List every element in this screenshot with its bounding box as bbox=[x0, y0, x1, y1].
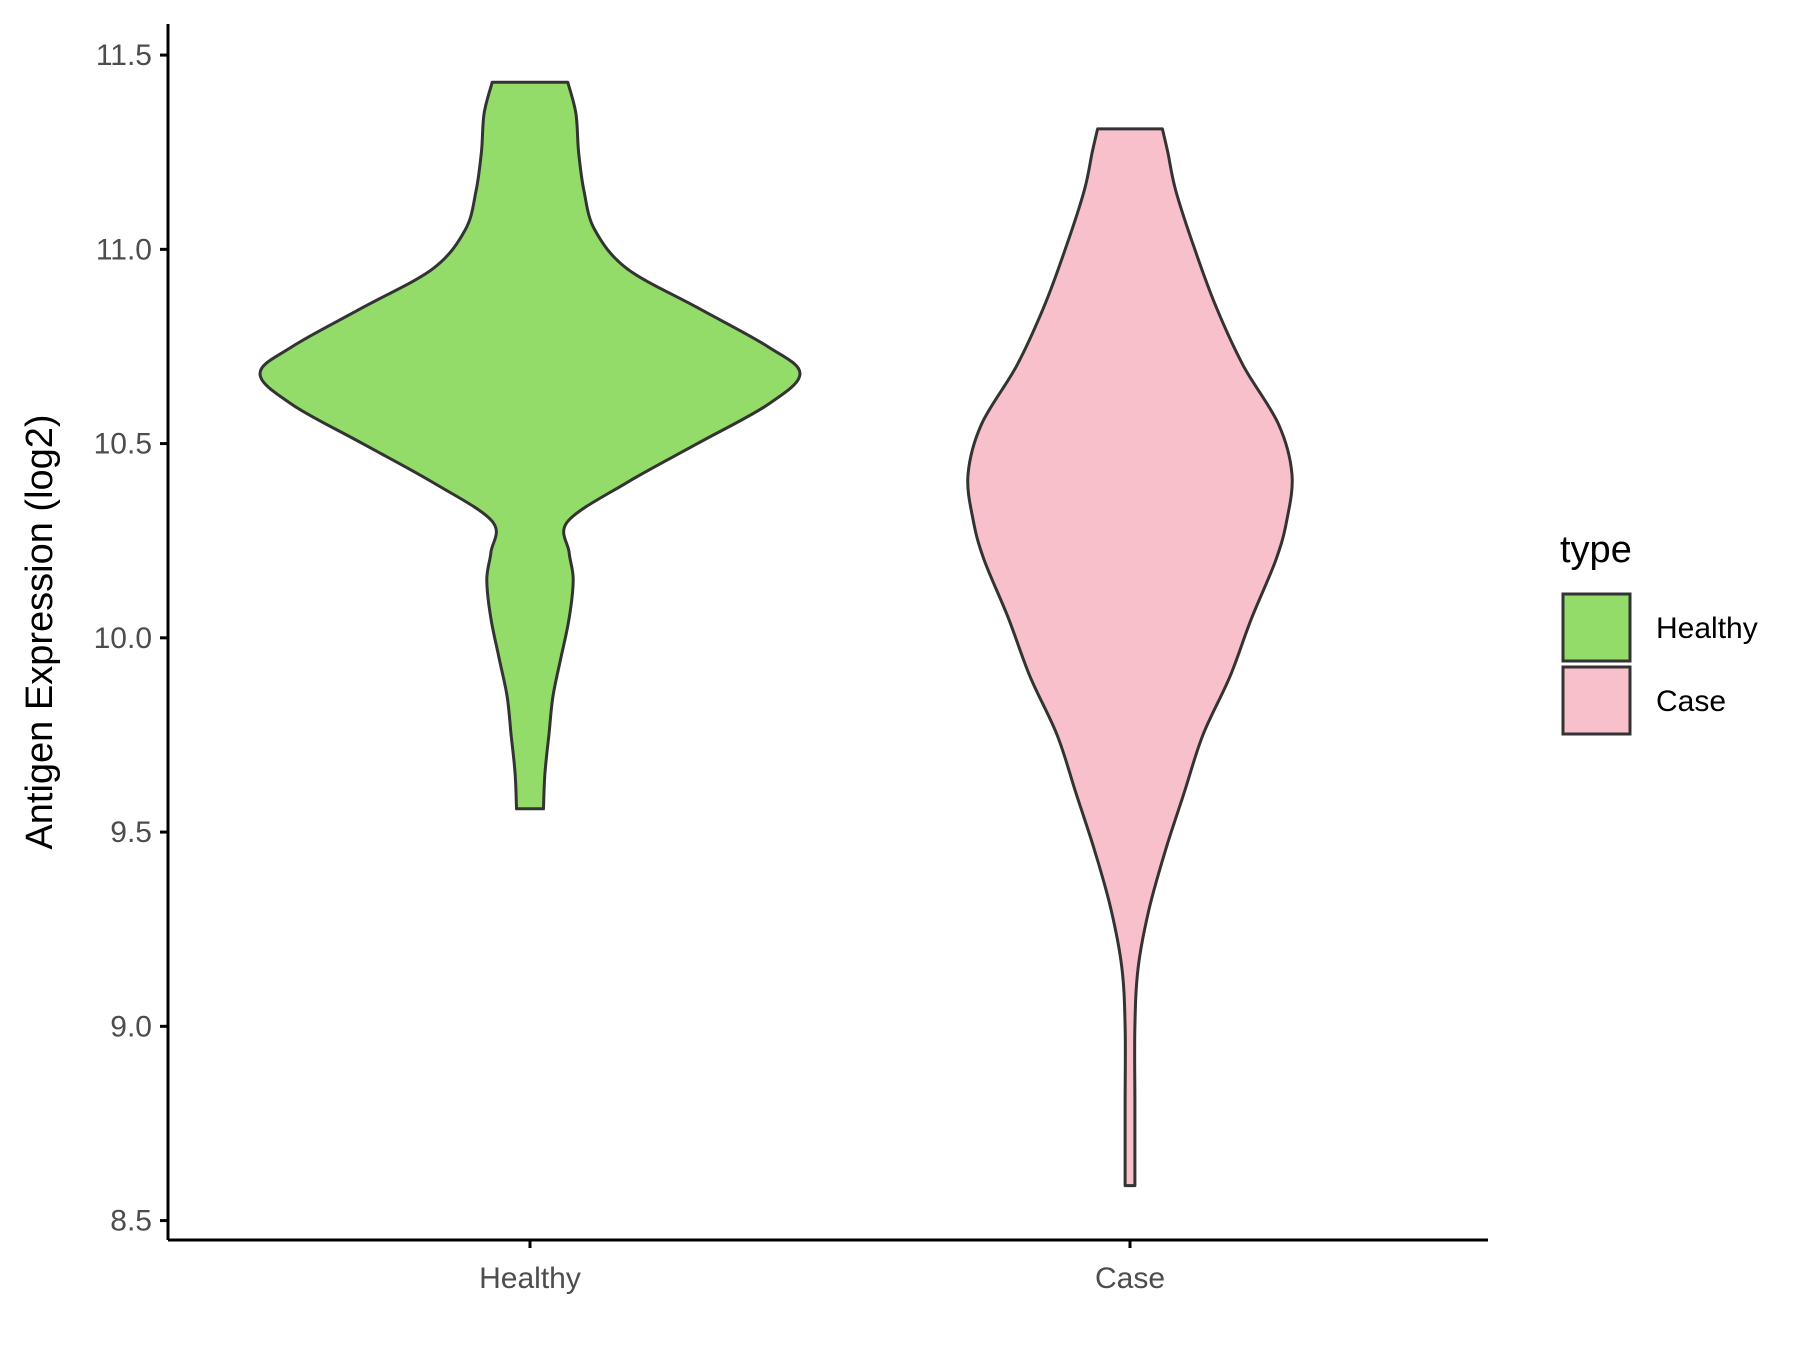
y-tick-label: 10.0 bbox=[94, 622, 152, 655]
x-tick-label: Healthy bbox=[479, 1262, 581, 1295]
violin-healthy bbox=[258, 80, 802, 811]
legend: type Healthy Case bbox=[1560, 529, 1758, 736]
y-tick-label: 11.0 bbox=[96, 233, 152, 266]
legend-title: type bbox=[1560, 529, 1632, 571]
legend-items: Healthy Case bbox=[1561, 592, 1758, 736]
violin-layer bbox=[258, 80, 1294, 1188]
y-tick-label: 9.5 bbox=[110, 816, 152, 849]
y-tick-label: 11.5 bbox=[96, 39, 152, 72]
legend-swatch-healthy bbox=[1561, 592, 1632, 663]
x-tick-label: Case bbox=[1095, 1262, 1165, 1295]
legend-label-case: Case bbox=[1656, 685, 1726, 718]
legend-swatch-case bbox=[1561, 665, 1632, 736]
y-tick-label: 10.5 bbox=[94, 428, 152, 461]
y-axis-title: Antigen Expression (log2) bbox=[19, 414, 61, 849]
y-tick-label: 9.0 bbox=[110, 1010, 152, 1043]
violin-case bbox=[966, 127, 1294, 1188]
x-ticks: Healthy Case bbox=[479, 1240, 1165, 1295]
legend-label-healthy: Healthy bbox=[1656, 612, 1758, 645]
y-ticks: 8.5 9.0 9.5 10.0 10.5 11.0 11.5 bbox=[94, 39, 168, 1238]
axes-layer bbox=[166, 24, 1488, 1242]
y-tick-label: 8.5 bbox=[110, 1205, 152, 1238]
